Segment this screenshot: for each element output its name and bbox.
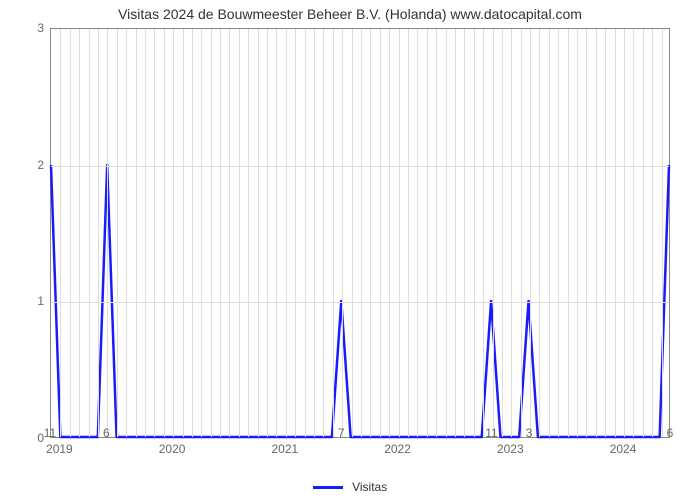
- gridline-v: [539, 29, 540, 437]
- gridline-v: [239, 29, 240, 437]
- gridline-v: [192, 29, 193, 437]
- gridline-v: [248, 29, 249, 437]
- gridline-v: [370, 29, 371, 437]
- gridline-v: [173, 29, 174, 437]
- gridline-v: [258, 29, 259, 437]
- gridline-v: [314, 29, 315, 437]
- legend-swatch: [313, 486, 343, 489]
- x-tick-label: 2022: [384, 442, 411, 456]
- gridline-v: [511, 29, 512, 437]
- gridline-v: [276, 29, 277, 437]
- gridline-v: [605, 29, 606, 437]
- gridline-v: [79, 29, 80, 437]
- gridline-v: [70, 29, 71, 437]
- gridline-v: [615, 29, 616, 437]
- x-tick-label: 2023: [497, 442, 524, 456]
- gridline-v: [399, 29, 400, 437]
- gridline-v: [568, 29, 569, 437]
- gridline-v: [455, 29, 456, 437]
- gridline-v: [286, 29, 287, 437]
- gridline-v: [408, 29, 409, 437]
- value-label: 7: [338, 426, 345, 440]
- gridline-v: [446, 29, 447, 437]
- gridline-v: [427, 29, 428, 437]
- gridline-v: [521, 29, 522, 437]
- x-tick-label: 2024: [610, 442, 637, 456]
- x-tick-label: 2021: [271, 442, 298, 456]
- gridline-v: [493, 29, 494, 437]
- gridline-v: [267, 29, 268, 437]
- gridline-v: [624, 29, 625, 437]
- gridline-v: [145, 29, 146, 437]
- chart-container: Visitas 2024 de Bouwmeester Beheer B.V. …: [0, 0, 700, 500]
- gridline-v: [98, 29, 99, 437]
- x-tick-label: 2020: [159, 442, 186, 456]
- gridline-v: [502, 29, 503, 437]
- legend: Visitas: [0, 480, 700, 494]
- plot-area: [50, 28, 670, 438]
- gridline-v: [436, 29, 437, 437]
- value-label: 11: [485, 426, 497, 440]
- gridline-v: [89, 29, 90, 437]
- gridline-v: [474, 29, 475, 437]
- gridline-v: [577, 29, 578, 437]
- legend-label: Visitas: [352, 480, 387, 494]
- x-tick-label: 2019: [46, 442, 73, 456]
- gridline-v: [60, 29, 61, 437]
- gridline-v: [164, 29, 165, 437]
- value-label: 6: [667, 426, 674, 440]
- gridline-v: [229, 29, 230, 437]
- gridline-v: [483, 29, 484, 437]
- gridline-v: [643, 29, 644, 437]
- gridline-v: [662, 29, 663, 437]
- gridline-v: [333, 29, 334, 437]
- gridline-v: [417, 29, 418, 437]
- gridline-v: [549, 29, 550, 437]
- gridline-v: [201, 29, 202, 437]
- gridline-v: [211, 29, 212, 437]
- gridline-v: [342, 29, 343, 437]
- value-label: 6: [103, 426, 110, 440]
- gridline-v: [652, 29, 653, 437]
- gridline-v: [220, 29, 221, 437]
- gridline-v: [389, 29, 390, 437]
- gridline-v: [107, 29, 108, 437]
- y-tick-label: 3: [4, 21, 44, 35]
- gridline-v: [586, 29, 587, 437]
- gridline-v: [380, 29, 381, 437]
- y-tick-label: 2: [4, 158, 44, 172]
- gridline-v: [464, 29, 465, 437]
- gridline-v: [154, 29, 155, 437]
- y-tick-label: 0: [4, 431, 44, 445]
- gridline-v: [305, 29, 306, 437]
- value-label: 3: [526, 426, 533, 440]
- chart-title: Visitas 2024 de Bouwmeester Beheer B.V. …: [0, 6, 700, 22]
- gridline-v: [361, 29, 362, 437]
- gridline-v: [295, 29, 296, 437]
- gridline-v: [136, 29, 137, 437]
- gridline-v: [323, 29, 324, 437]
- value-label: 11: [44, 426, 56, 440]
- gridline-v: [558, 29, 559, 437]
- gridline-v: [633, 29, 634, 437]
- y-tick-label: 1: [4, 294, 44, 308]
- gridline-v: [530, 29, 531, 437]
- gridline-v: [352, 29, 353, 437]
- gridline-v: [183, 29, 184, 437]
- gridline-v: [117, 29, 118, 437]
- gridline-v: [126, 29, 127, 437]
- gridline-v: [596, 29, 597, 437]
